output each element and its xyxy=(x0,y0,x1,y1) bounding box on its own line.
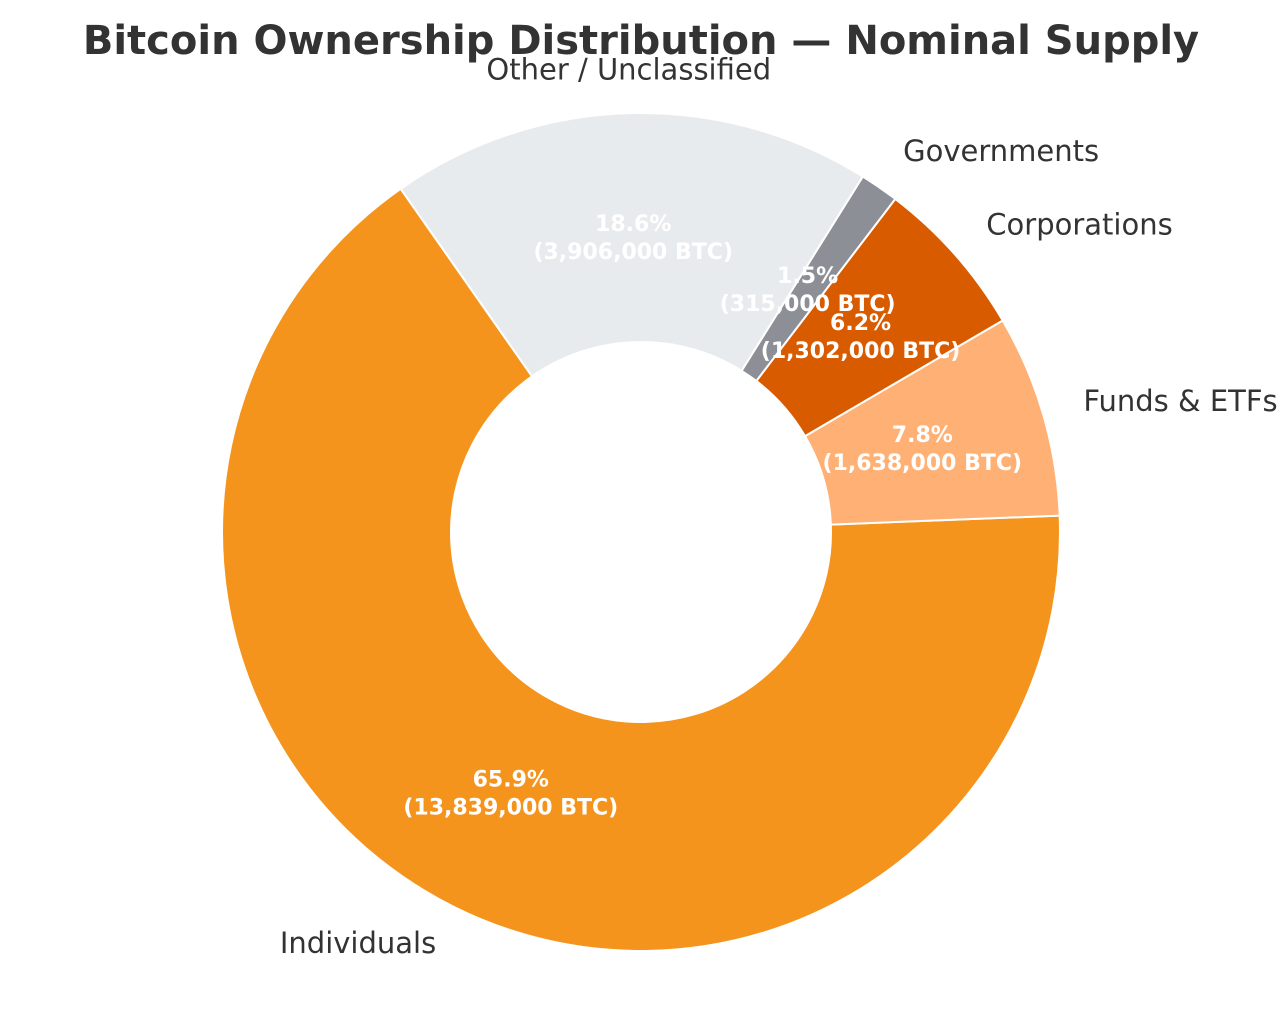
btc-label-other-unclassified: (3,906,000 BTC) xyxy=(533,240,733,265)
percent-labels: 65.9% (13,839,000 BTC) 7.8% (1,638,000 BTC)… xyxy=(403,212,1022,820)
percent-label-funds-etfs: 7.8% xyxy=(892,423,953,448)
btc-label-governments: (315,000 BTC) xyxy=(720,292,896,317)
slice-other-unclassified xyxy=(399,112,865,378)
category-label-corporations: Corporations xyxy=(986,208,1172,242)
category-label-other-unclassified: Other / Unclassified xyxy=(486,52,771,86)
btc-label-individuals: (13,839,000 BTC) xyxy=(403,796,618,821)
btc-label-funds-etfs: (1,638,000 BTC) xyxy=(823,451,1023,476)
percent-label-other-unclassified: 18.6% xyxy=(595,212,671,237)
category-label-funds-etfs: Funds & ETFs xyxy=(1083,384,1277,418)
donut-slices xyxy=(221,112,1061,952)
percent-label-corporations: 6.2% xyxy=(830,311,891,336)
category-labels: Individuals Funds & ETFs Corporations Gover… xyxy=(280,52,1278,960)
percent-label-individuals: 65.9% xyxy=(473,768,549,793)
category-label-individuals: Individuals xyxy=(280,926,436,960)
percent-label-governments: 1.5% xyxy=(777,264,838,289)
chart-title: Bitcoin Ownership Distribution — Nominal… xyxy=(83,18,1199,64)
slice-individuals xyxy=(221,187,1061,952)
category-label-governments: Governments xyxy=(903,134,1099,168)
btc-label-corporations: (1,302,000 BTC) xyxy=(761,339,961,364)
